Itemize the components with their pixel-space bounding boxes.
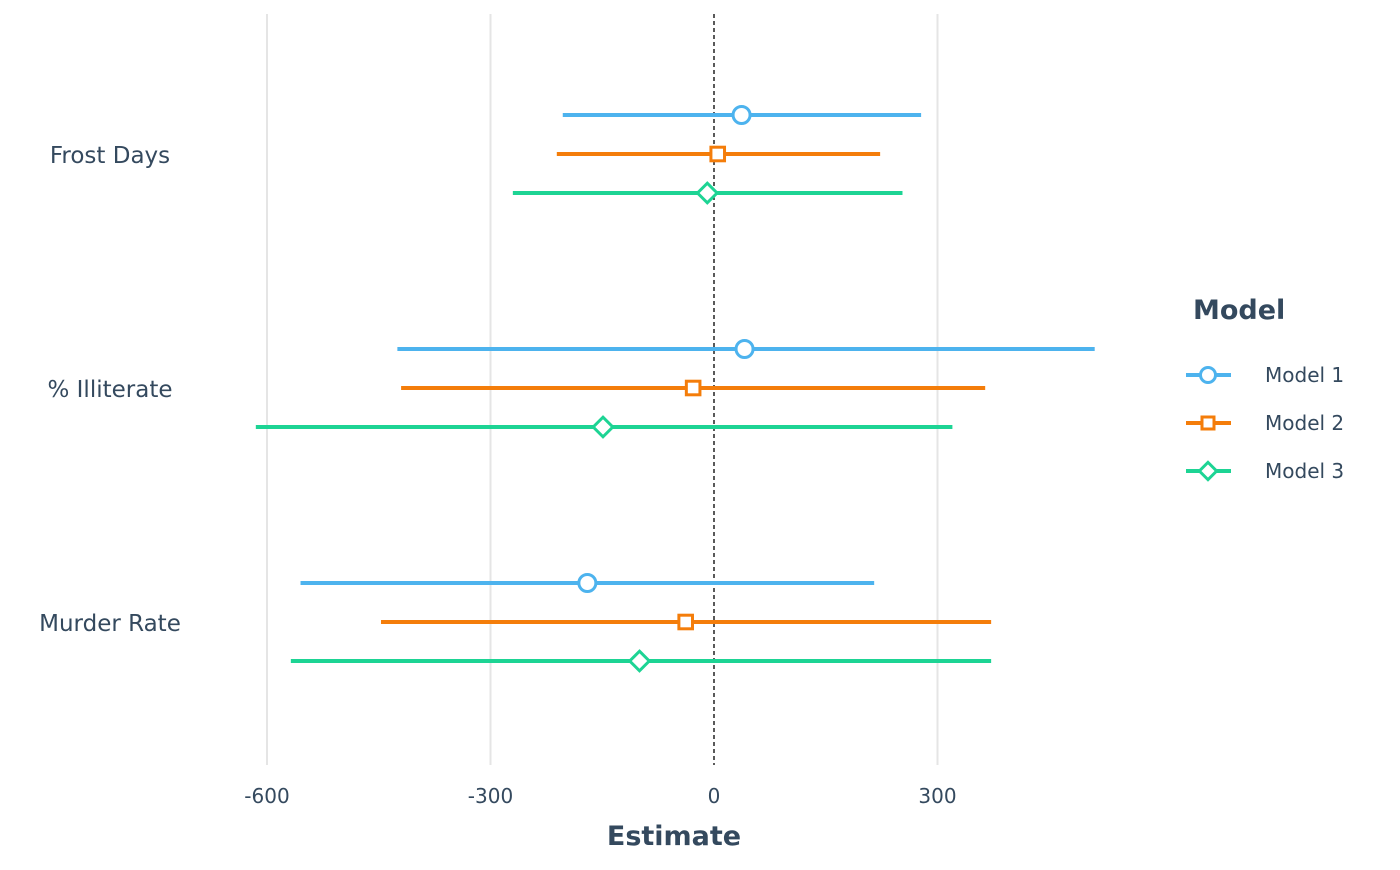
x-tick-label: -300 <box>468 784 513 808</box>
legend: Model Model 1 Model 2 Model 3 <box>1186 295 1344 483</box>
category-label: % Illiterate <box>47 377 172 403</box>
legend-label: Model 1 <box>1265 363 1344 387</box>
point-estimate <box>734 339 755 359</box>
legend-item: Model 2 <box>1186 411 1344 435</box>
point-estimate <box>731 105 752 125</box>
marks-layer <box>255 105 1095 673</box>
legend-items: Model 1 Model 2 Model 3 <box>1186 363 1344 483</box>
point-estimate <box>709 145 727 163</box>
point-estimate <box>677 613 694 631</box>
legend-item: Model 1 <box>1186 363 1344 387</box>
legend-label: Model 3 <box>1265 459 1344 483</box>
legend-marker <box>1197 460 1219 482</box>
category-labels: Frost Days % Illiterate Murder Rate <box>39 143 181 637</box>
x-tick-label: 300 <box>918 784 956 808</box>
legend-title: Model <box>1193 295 1285 326</box>
legend-marker <box>1199 366 1217 384</box>
legend-label: Model 2 <box>1265 411 1344 435</box>
x-axis-title: Estimate <box>607 821 741 852</box>
x-tick-label: 0 <box>708 784 721 808</box>
point-estimate <box>577 573 598 593</box>
point-estimate <box>695 181 720 205</box>
point-estimate <box>591 415 615 439</box>
x-tick-label: -600 <box>244 784 289 808</box>
point-estimate <box>684 379 702 397</box>
category-label: Murder Rate <box>39 611 181 637</box>
point-estimate <box>627 649 652 673</box>
legend-marker <box>1200 415 1216 431</box>
category-label: Frost Days <box>50 143 170 169</box>
legend-item: Model 3 <box>1186 459 1344 483</box>
x-tick-labels: -600 -300 0 300 <box>244 784 956 808</box>
